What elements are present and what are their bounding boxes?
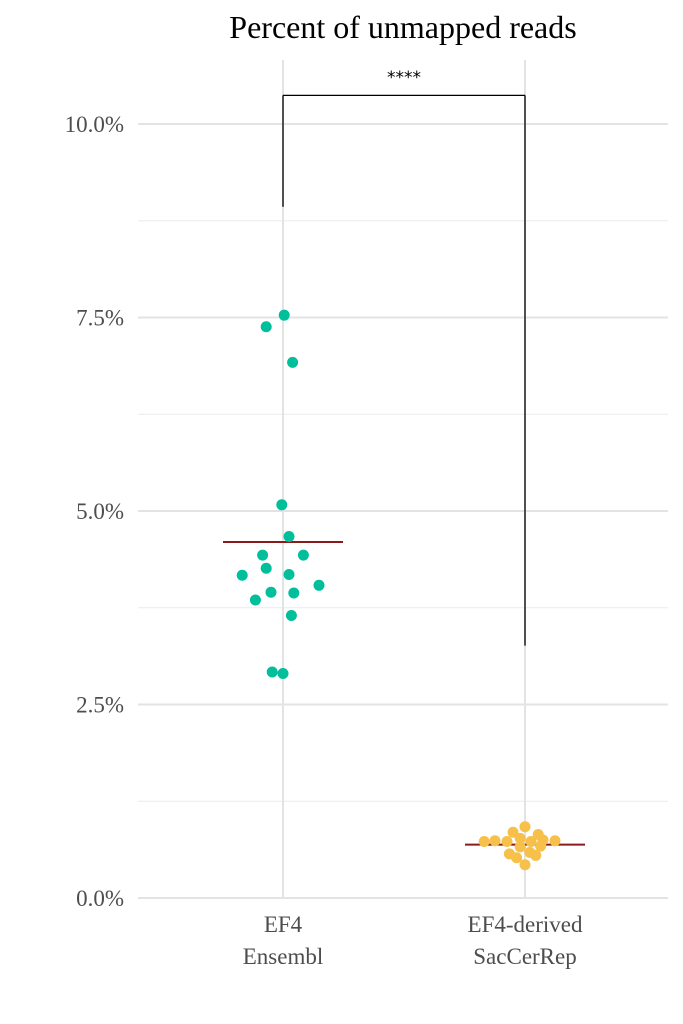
x-tick-label-line2: SacCerRep (473, 944, 576, 969)
data-point (514, 832, 526, 844)
x-axis-ticks: EF4 Ensembl EF4-derived SacCerRep (243, 912, 583, 969)
data-point (285, 609, 297, 621)
data-point (514, 841, 526, 853)
significance-bracket (282, 94, 526, 646)
data-point (313, 579, 325, 591)
data-point (265, 586, 277, 598)
y-tick-label: 10.0% (65, 112, 124, 137)
data-point (478, 835, 490, 847)
data-point (511, 852, 523, 864)
grid-layer (138, 60, 668, 899)
data-point (277, 668, 289, 680)
data-point (276, 499, 288, 511)
significance-label: **** (387, 68, 421, 88)
data-point (489, 835, 501, 847)
data-point (549, 835, 561, 847)
data-point (257, 549, 269, 561)
data-point (288, 587, 300, 599)
data-point (297, 549, 309, 561)
data-point (519, 859, 531, 871)
data-point (236, 569, 248, 581)
y-tick-label: 0.0% (76, 886, 124, 911)
y-tick-label: 7.5% (76, 306, 124, 331)
data-point (287, 356, 299, 368)
y-tick-label: 5.0% (76, 499, 124, 524)
x-tick-label-line1: EF4-derived (468, 912, 583, 937)
data-point (249, 594, 261, 606)
data-points (236, 309, 561, 871)
data-point (525, 835, 537, 847)
data-point (278, 309, 290, 321)
x-tick-label-line1: EF4 (264, 912, 303, 937)
y-tick-label: 2.5% (76, 693, 124, 718)
y-axis-ticks: 0.0% 2.5% 5.0% 7.5% 10.0% (65, 112, 124, 911)
data-point (260, 562, 272, 574)
data-point (501, 835, 513, 847)
data-point (519, 821, 531, 833)
chart-title: Percent of unmapped reads (229, 9, 576, 45)
data-point (530, 849, 542, 861)
data-point (535, 840, 547, 852)
data-point (266, 666, 278, 678)
mean-lines (223, 540, 585, 846)
data-point (507, 826, 519, 838)
data-point (283, 531, 295, 543)
data-point (260, 321, 272, 333)
data-point (283, 568, 295, 580)
x-tick-label-line2: Ensembl (243, 944, 324, 969)
